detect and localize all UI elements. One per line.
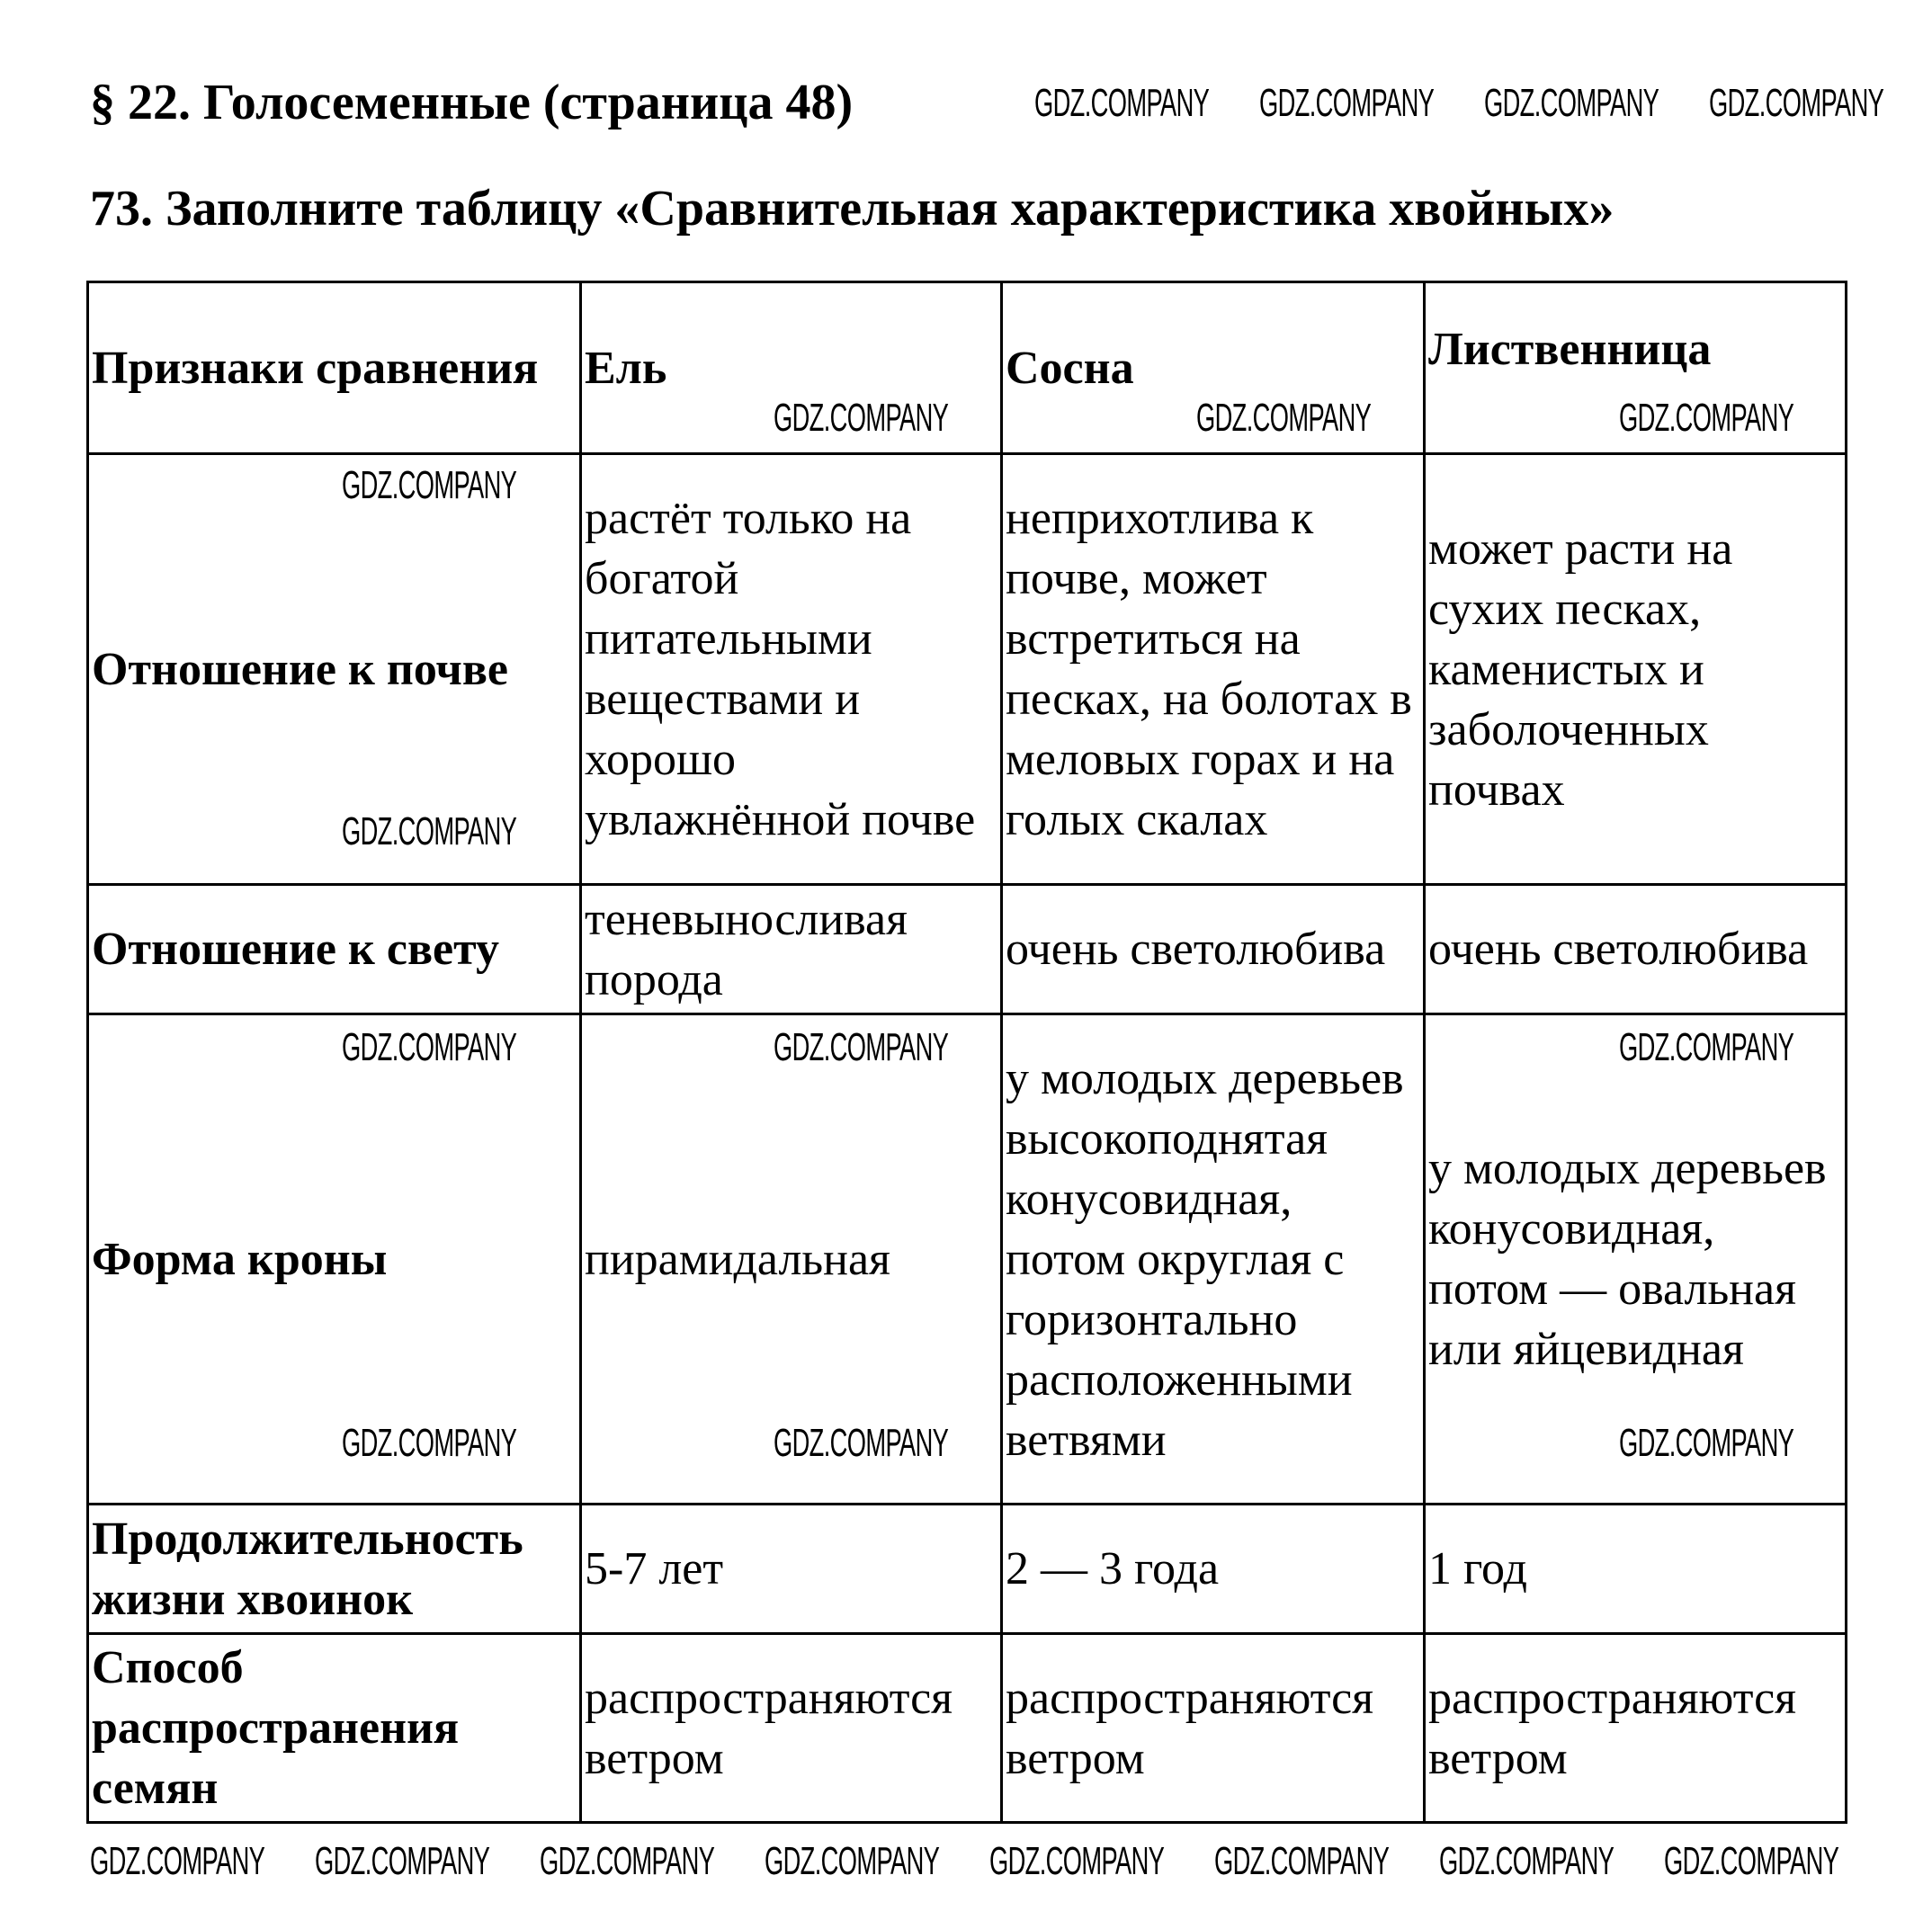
table-cell: у молодых деревьев высокоподнятая конусо… — [1000, 1013, 1426, 1505]
watermark: GDZ.COMPANY — [1196, 396, 1372, 440]
table-row: Форма кроны пирамидальная у молодых дере… — [86, 1013, 1847, 1505]
table-cell: у молодых деревьев конусовидная, потом —… — [1423, 1013, 1847, 1505]
table-cell: пирамидальная — [579, 1013, 1003, 1505]
table-row: Отношение к почве растёт только на богат… — [86, 452, 1847, 886]
table-cell: распространяются ветром — [579, 1632, 1003, 1824]
table-cell: распространяются ветром — [1423, 1632, 1847, 1824]
header-row: Признаки сравнения Ель Сосна Лиственница — [86, 281, 1847, 455]
watermark: GDZ.COMPANY — [342, 463, 517, 507]
table-cell: теневыносливая порода — [579, 883, 1003, 1015]
watermark: GDZ.COMPANY — [540, 1839, 715, 1883]
table-cell: растёт только на богатой питательными ве… — [579, 452, 1003, 886]
watermark: GDZ.COMPANY — [1619, 1025, 1794, 1069]
row-label: Отношение к почве — [86, 452, 582, 886]
table-cell: 2 — 3 года — [1000, 1503, 1426, 1635]
table-row: Продолжительность жизни хвоинок 5-7 лет … — [86, 1503, 1847, 1635]
watermark: GDZ.COMPANY — [1259, 81, 1435, 125]
watermark: GDZ.COMPANY — [989, 1839, 1165, 1883]
table-cell: очень светолюбива — [1423, 883, 1847, 1015]
header-cell: Сосна — [1000, 281, 1426, 455]
table-row: Отношение к свету теневыносливая порода … — [86, 883, 1847, 1015]
watermark: GDZ.COMPANY — [1214, 1839, 1390, 1883]
watermark: GDZ.COMPANY — [1484, 81, 1659, 125]
row-label: Продолжительность жизни хвоинок — [86, 1503, 582, 1635]
watermark: GDZ.COMPANY — [1439, 1839, 1614, 1883]
watermark: GDZ.COMPANY — [1034, 81, 1210, 125]
watermark: GDZ.COMPANY — [342, 809, 517, 853]
row-label: Форма кроны — [86, 1013, 582, 1505]
watermark: GDZ.COMPANY — [774, 396, 949, 440]
watermark: GDZ.COMPANY — [90, 1839, 265, 1883]
table-cell: распространяются ветром — [1000, 1632, 1426, 1824]
watermark: GDZ.COMPANY — [1619, 1421, 1794, 1465]
table-cell: очень светолюбива — [1000, 883, 1426, 1015]
watermark: GDZ.COMPANY — [1619, 396, 1794, 440]
table-cell: 5-7 лет — [579, 1503, 1003, 1635]
table-row: Способ распространения семян распростран… — [86, 1632, 1847, 1824]
comparison-table: Признаки сравнения Ель Сосна Лиственница… — [86, 281, 1847, 1824]
watermark: GDZ.COMPANY — [765, 1839, 940, 1883]
watermark: GDZ.COMPANY — [774, 1025, 949, 1069]
watermark: GDZ.COMPANY — [1709, 81, 1884, 125]
row-label: Способ распространения семян — [86, 1632, 582, 1824]
header-cell: Признаки сравнения — [86, 281, 582, 455]
task-title: 73. Заполните таблицу «Сравнительная хар… — [90, 181, 1614, 237]
watermark: GDZ.COMPANY — [342, 1025, 517, 1069]
table-cell: может расти на сухих песках, каменистых … — [1423, 452, 1847, 886]
table-cell: 1 год — [1423, 1503, 1847, 1635]
watermark: GDZ.COMPANY — [342, 1421, 517, 1465]
table-cell: неприхотлива к почве, может встретиться … — [1000, 452, 1426, 886]
header-cell: Лиственница — [1423, 281, 1847, 455]
section-heading: § 22. Голосеменные (страница 48) — [90, 75, 854, 130]
watermark: GDZ.COMPANY — [1664, 1839, 1839, 1883]
watermark: GDZ.COMPANY — [774, 1421, 949, 1465]
watermark: GDZ.COMPANY — [315, 1839, 490, 1883]
header-cell: Ель — [579, 281, 1003, 455]
row-label: Отношение к свету — [86, 883, 582, 1015]
